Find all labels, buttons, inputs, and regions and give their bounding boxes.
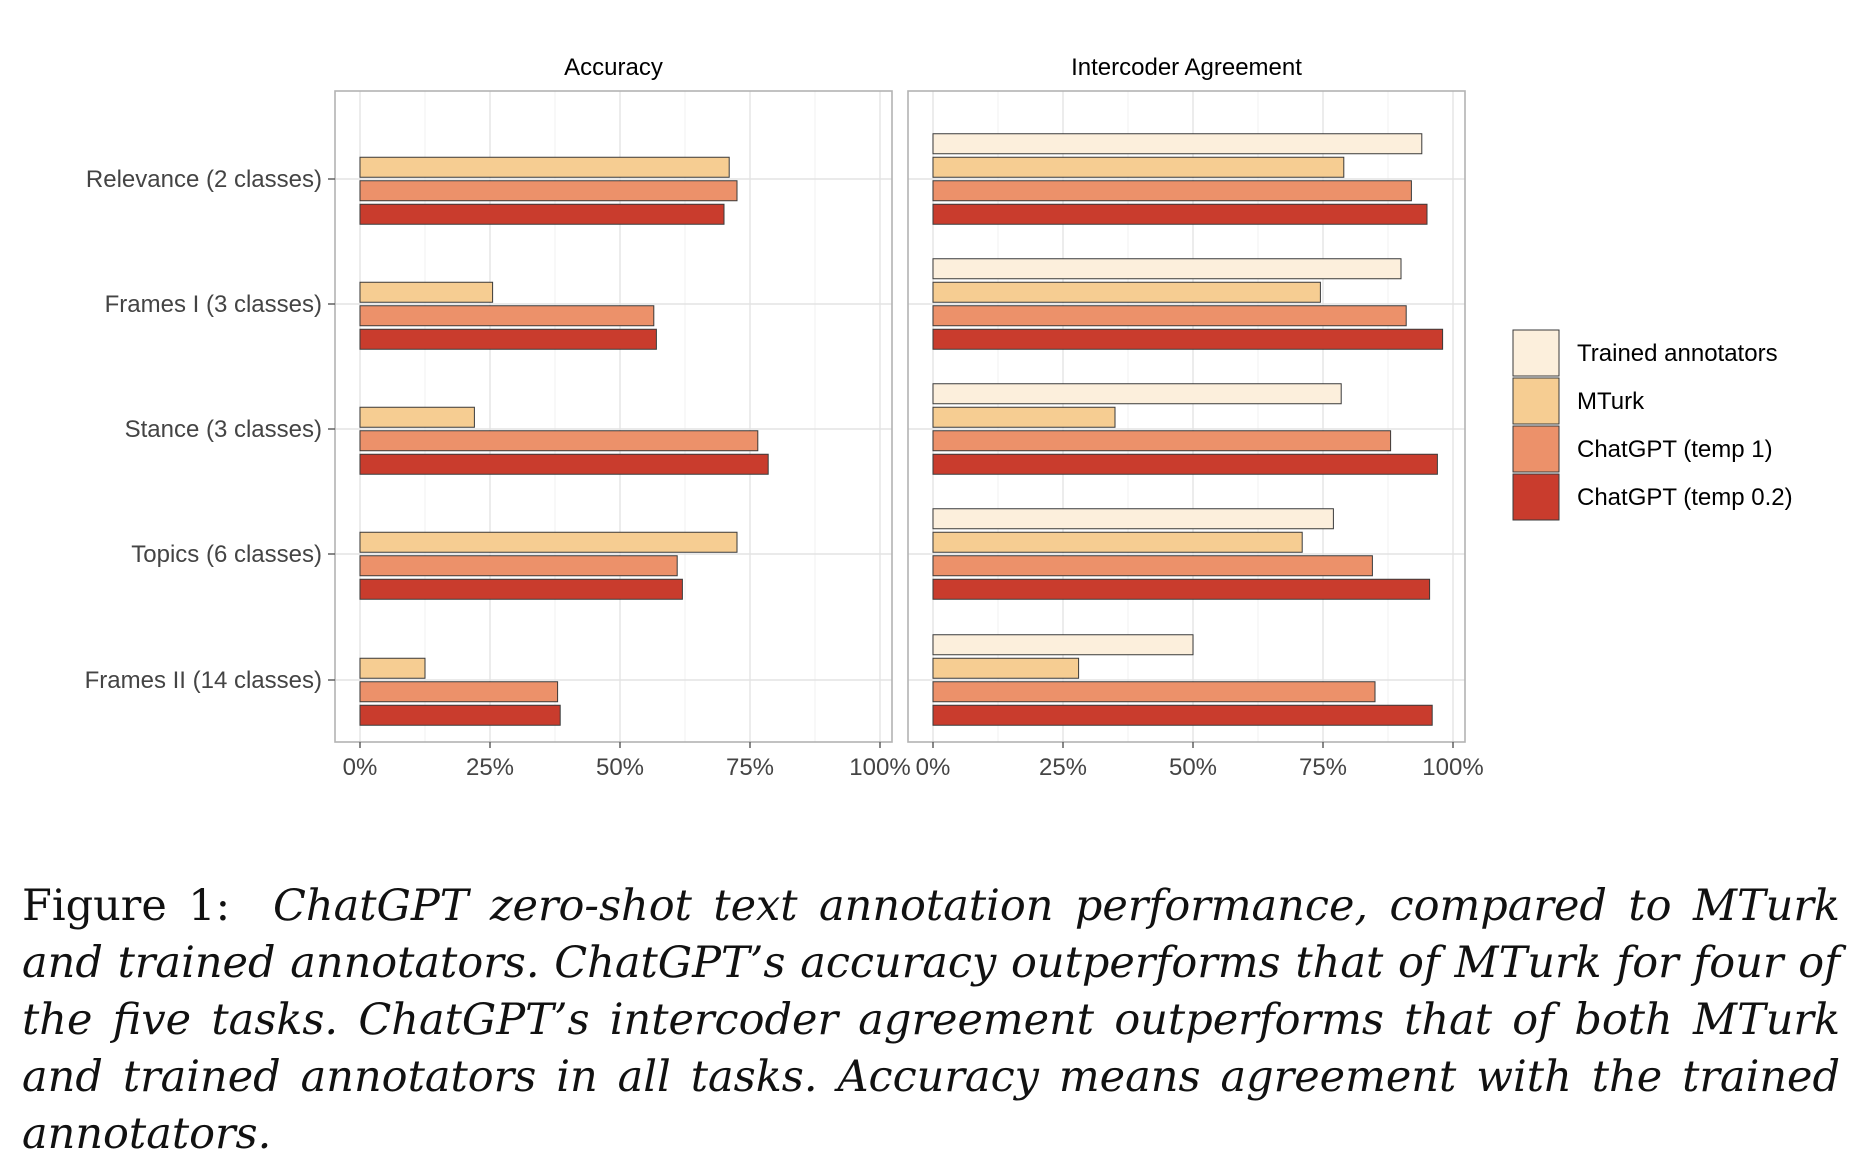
bar-trained-annotators-topics-6-classes — [932, 508, 1334, 530]
bar-chatgpt-temp-1-topics-6-classes — [359, 555, 678, 577]
category-label: Frames II (14 classes) — [85, 667, 322, 694]
bar-mturk-stance-3-classes — [359, 406, 475, 428]
panel-title: Intercoder Agreement — [1071, 54, 1302, 81]
category-label: Relevance (2 classes) — [86, 166, 322, 193]
panel-intercoder-agreement: Intercoder Agreement 0% 25% 50% 75% 100% — [907, 54, 1484, 781]
legend-swatch-chatgpt-temp-1 — [1512, 425, 1560, 473]
legend-swatch-chatgpt-temp-0-2 — [1512, 473, 1560, 521]
category-label: Topics (6 classes) — [131, 541, 322, 568]
x-tick-label: 25% — [1039, 754, 1087, 781]
bar-trained-annotators-frames-ii-14-classes — [932, 634, 1194, 656]
caption-label: Figure 1: — [22, 881, 231, 931]
bar-chatgpt-temp-0-2-topics-6-classes — [359, 578, 683, 600]
x-tick-label: 25% — [466, 754, 514, 781]
x-tick-label: 100% — [849, 754, 910, 781]
bar-mturk-frames-i-3-classes — [932, 281, 1321, 303]
bar-mturk-relevance-2-classes — [932, 156, 1345, 178]
bar-chatgpt-temp-1-relevance-2-classes — [359, 180, 738, 202]
bar-mturk-stance-3-classes — [932, 406, 1116, 428]
legend: Trained annotators MTurk ChatGPT (temp 1) C… — [1512, 329, 1793, 521]
bar-chatgpt-temp-0-2-frames-i-3-classes — [932, 328, 1444, 350]
category-label: Frames I (3 classes) — [105, 291, 322, 318]
x-tick-label: 75% — [726, 754, 774, 781]
bar-chatgpt-temp-1-frames-i-3-classes — [359, 305, 655, 327]
panel-title: Accuracy — [564, 54, 663, 81]
bar-chatgpt-temp-1-relevance-2-classes — [932, 180, 1412, 202]
bar-chatgpt-temp-0-2-frames-i-3-classes — [359, 328, 657, 350]
bar-mturk-frames-ii-14-classes — [359, 657, 426, 679]
bar-chatgpt-temp-1-stance-3-classes — [359, 430, 759, 452]
x-tick-label: 0% — [916, 754, 951, 781]
legend-label-chatgpt-temp-1: ChatGPT (temp 1) — [1577, 436, 1773, 463]
x-tick-label: 50% — [596, 754, 644, 781]
bar-chatgpt-temp-0-2-relevance-2-classes — [359, 203, 725, 225]
bar-chatgpt-temp-0-2-stance-3-classes — [359, 453, 769, 475]
legend-label-mturk: MTurk — [1577, 388, 1645, 415]
bar-chatgpt-temp-0-2-relevance-2-classes — [932, 203, 1428, 225]
bar-chatgpt-temp-0-2-frames-ii-14-classes — [932, 704, 1433, 726]
bar-chatgpt-temp-1-frames-i-3-classes — [932, 305, 1407, 327]
legend-swatch-mturk — [1512, 377, 1560, 425]
x-tick-label: 100% — [1422, 754, 1483, 781]
bar-mturk-frames-i-3-classes — [359, 281, 494, 303]
bar-trained-annotators-frames-i-3-classes — [932, 258, 1402, 280]
bar-chatgpt-temp-0-2-stance-3-classes — [932, 453, 1438, 475]
legend-label-chatgpt-temp-0-2: ChatGPT (temp 0.2) — [1577, 484, 1793, 511]
category-label: Stance (3 classes) — [125, 416, 322, 443]
bar-trained-annotators-relevance-2-classes — [932, 133, 1423, 155]
panel-accuracy: Accuracy 0% 25% 50% 75% 100% — [334, 54, 911, 781]
bar-mturk-frames-ii-14-classes — [932, 657, 1080, 679]
panel-border — [334, 90, 893, 743]
panel-border — [907, 90, 1466, 743]
bar-mturk-topics-6-classes — [932, 531, 1303, 553]
bar-trained-annotators-stance-3-classes — [932, 383, 1342, 405]
x-tick-label: 0% — [343, 754, 378, 781]
bar-chatgpt-temp-1-stance-3-classes — [932, 430, 1392, 452]
bar-chatgpt-temp-1-topics-6-classes — [932, 555, 1373, 577]
figure-caption: Figure 1: ChatGPT zero-shot text annotat… — [22, 878, 1840, 1163]
x-tick-label: 50% — [1169, 754, 1217, 781]
x-tick-label: 75% — [1299, 754, 1347, 781]
legend-label-trained-annotators: Trained annotators — [1577, 340, 1778, 367]
caption-text: ChatGPT zero-shot text annotation perfor… — [22, 881, 1840, 1159]
legend-swatch-trained-annotators — [1512, 329, 1560, 377]
bar-chatgpt-temp-1-frames-ii-14-classes — [359, 681, 559, 703]
bar-chatgpt-temp-0-2-topics-6-classes — [932, 578, 1431, 600]
bar-mturk-topics-6-classes — [359, 531, 738, 553]
bar-mturk-relevance-2-classes — [359, 156, 730, 178]
bar-chatgpt-temp-1-frames-ii-14-classes — [932, 681, 1376, 703]
bar-chatgpt-temp-0-2-frames-ii-14-classes — [359, 704, 561, 726]
